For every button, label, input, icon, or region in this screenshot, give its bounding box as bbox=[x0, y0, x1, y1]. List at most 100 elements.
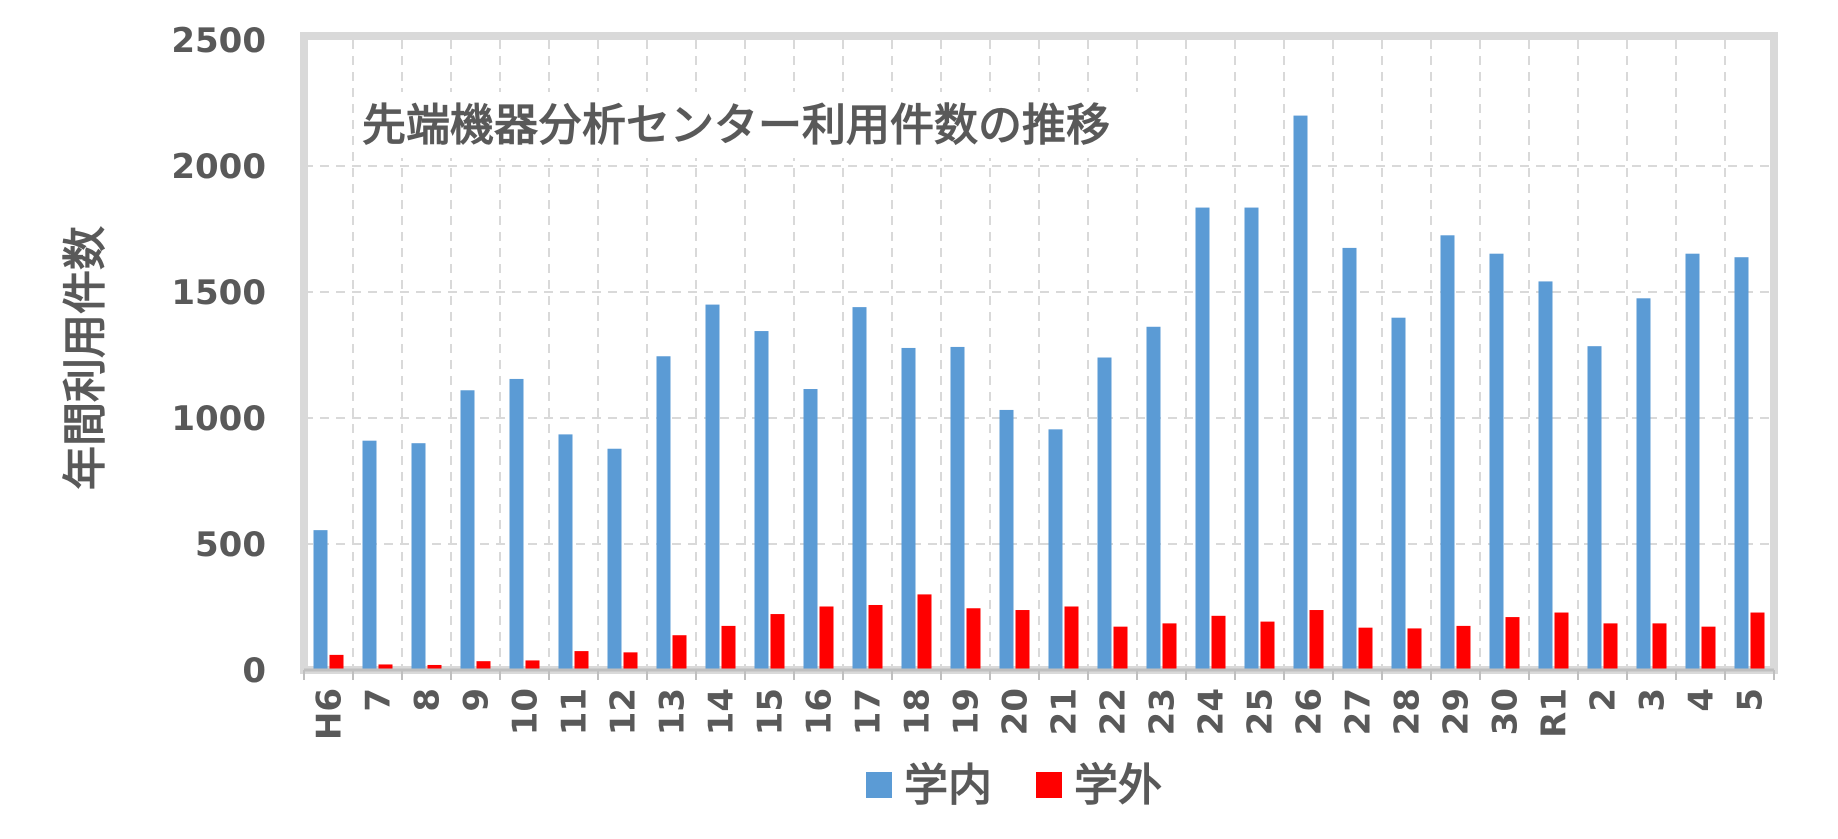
bar-学外-2 bbox=[1603, 623, 1618, 670]
y-tick-label: 2000 bbox=[171, 147, 266, 187]
bar-学内-7 bbox=[362, 440, 377, 670]
y-axis-label: 年間利用件数 bbox=[60, 226, 111, 490]
chart-title: 先端機器分析センター利用件数の推移 bbox=[362, 100, 1110, 151]
y-tick-label: 1000 bbox=[171, 399, 266, 439]
bar-学内-17 bbox=[852, 307, 867, 670]
x-tick-label: 18 bbox=[898, 688, 938, 735]
bar-学外-5 bbox=[1750, 612, 1765, 670]
x-tick-label: 17 bbox=[849, 688, 889, 735]
legend-swatch-学内 bbox=[866, 772, 892, 798]
bar-学内-4 bbox=[1685, 253, 1700, 671]
bar-学内-8 bbox=[411, 443, 426, 670]
bar-学外-24 bbox=[1211, 615, 1226, 670]
y-tick-labels: 0 500 1000 1500 2000 2500 bbox=[171, 21, 266, 691]
bar-学内-21 bbox=[1048, 429, 1063, 670]
bar-学外-14 bbox=[721, 625, 736, 670]
x-tick-label: 7 bbox=[359, 688, 399, 712]
x-tick-label: 4 bbox=[1682, 688, 1722, 712]
bar-学外-4 bbox=[1701, 626, 1716, 670]
x-tick-label: 2 bbox=[1584, 688, 1624, 712]
title-background bbox=[356, 92, 1156, 158]
x-tick-label: 12 bbox=[604, 688, 644, 735]
bar-学内-R1 bbox=[1538, 281, 1553, 670]
bar-学内-24 bbox=[1195, 207, 1210, 670]
bar-学外-11 bbox=[574, 651, 589, 670]
bar-学内-3 bbox=[1636, 298, 1651, 670]
x-tick-label: 11 bbox=[555, 688, 595, 735]
x-tick-label: 8 bbox=[408, 688, 448, 712]
x-tick-label: 29 bbox=[1437, 688, 1477, 735]
bar-学外-10 bbox=[525, 660, 540, 670]
x-tick-label: 25 bbox=[1241, 688, 1281, 735]
x-tick-label: 21 bbox=[1045, 688, 1085, 735]
bar-学内-29 bbox=[1440, 235, 1455, 671]
bar-学内-28 bbox=[1391, 317, 1406, 670]
y-tick-label: 1500 bbox=[171, 273, 266, 313]
bar-学内-9 bbox=[460, 390, 475, 670]
bar-学内-20 bbox=[999, 409, 1014, 670]
bar-学内-18 bbox=[901, 347, 916, 670]
x-tick-label: 10 bbox=[506, 688, 546, 735]
x-tick-label: 20 bbox=[996, 688, 1036, 735]
bar-学内-19 bbox=[950, 346, 965, 670]
x-tick-label: 5 bbox=[1731, 688, 1771, 712]
bar-学外-27 bbox=[1358, 627, 1373, 670]
bar-学内-30 bbox=[1489, 253, 1504, 671]
bar-学外-29 bbox=[1456, 625, 1471, 670]
bar-学内-16 bbox=[803, 389, 818, 670]
bar-学外-R1 bbox=[1554, 612, 1569, 670]
bar-学外-22 bbox=[1113, 626, 1128, 670]
bar-学内-H6 bbox=[313, 530, 328, 670]
legend-label-学外: 学外 bbox=[1074, 760, 1162, 811]
x-tick-label: 13 bbox=[653, 688, 693, 735]
bar-学外-15 bbox=[770, 614, 785, 670]
bar-学内-23 bbox=[1146, 326, 1161, 670]
x-tick-label: 24 bbox=[1192, 688, 1232, 735]
bar-学外-26 bbox=[1309, 610, 1324, 670]
x-tick-label: 22 bbox=[1094, 688, 1134, 735]
bar-学外-19 bbox=[966, 608, 981, 670]
x-tick-label: 23 bbox=[1143, 688, 1183, 735]
bar-学外-30 bbox=[1505, 617, 1520, 670]
bar-学外-16 bbox=[819, 606, 834, 670]
bar-学内-13 bbox=[656, 356, 671, 670]
x-tick-label: 3 bbox=[1633, 688, 1673, 712]
x-tick-label: 19 bbox=[947, 688, 987, 735]
legend-swatch-学外 bbox=[1036, 772, 1062, 798]
x-tick-label: 15 bbox=[751, 688, 791, 735]
bar-学内-22 bbox=[1097, 357, 1112, 670]
bar-学外-12 bbox=[623, 652, 638, 670]
bar-学内-14 bbox=[705, 304, 720, 670]
x-tick-label: 27 bbox=[1339, 688, 1379, 735]
bar-学外-8 bbox=[427, 664, 442, 670]
x-tick-label: 28 bbox=[1388, 688, 1428, 735]
bar-学外-20 bbox=[1015, 610, 1030, 670]
bar-学内-27 bbox=[1342, 247, 1357, 670]
x-tick-label: 26 bbox=[1290, 688, 1330, 735]
bar-学外-18 bbox=[917, 594, 932, 670]
legend: 学内 学外 bbox=[866, 760, 1162, 811]
x-tick-label: H6 bbox=[310, 688, 350, 740]
y-tick-label: 0 bbox=[242, 651, 266, 691]
bar-学内-12 bbox=[607, 448, 622, 670]
bar-学内-2 bbox=[1587, 346, 1602, 670]
bar-学内-5 bbox=[1734, 257, 1749, 670]
x-tick-label: 9 bbox=[457, 688, 497, 712]
x-tick-label: 16 bbox=[800, 688, 840, 735]
bar-学内-25 bbox=[1244, 207, 1259, 670]
bar-学内-15 bbox=[754, 331, 769, 670]
y-tick-label: 500 bbox=[195, 525, 266, 565]
bar-学外-9 bbox=[476, 661, 491, 670]
bar-学外-H6 bbox=[329, 654, 344, 670]
bar-series bbox=[313, 115, 1765, 671]
x-tick-label: 14 bbox=[702, 688, 742, 735]
bar-学外-7 bbox=[378, 664, 393, 670]
bar-学外-17 bbox=[868, 604, 883, 670]
bar-学外-28 bbox=[1407, 628, 1422, 670]
bar-学外-21 bbox=[1064, 606, 1079, 670]
bar-学外-25 bbox=[1260, 621, 1275, 670]
bar-学外-3 bbox=[1652, 623, 1667, 670]
bar-学外-23 bbox=[1162, 623, 1177, 670]
y-tick-label: 2500 bbox=[171, 21, 266, 61]
